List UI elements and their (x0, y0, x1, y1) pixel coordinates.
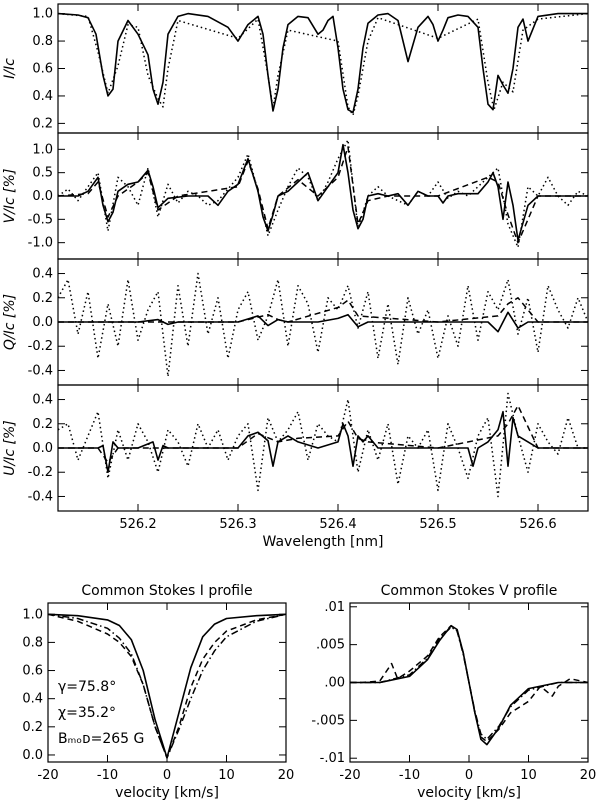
x-tick-label: -20 (339, 768, 360, 783)
y-tick-label: -0.4 (28, 489, 53, 504)
y-tick-label: .01 (324, 600, 345, 615)
x-tick-label: 526.4 (319, 517, 356, 532)
y-tick-label: 0.6 (22, 664, 43, 679)
y-tick-label: -1.0 (28, 236, 53, 251)
y-tick-label: 0.0 (22, 748, 43, 763)
annotation-text: γ=75.8° (58, 679, 116, 695)
series-line-dashed (58, 404, 588, 464)
y-tick-label: 0.4 (32, 267, 53, 282)
series-line-solid (350, 624, 588, 746)
x-tick-label: 526.5 (419, 517, 456, 532)
y-tick-label: -.01 (320, 751, 345, 766)
x-tick-label: 0 (465, 768, 473, 783)
plot-frame (57, 132, 589, 260)
series-line-dashed (57, 146, 588, 244)
panel-3: 0.4 0.2 0.0 -0.2 -0.4 526.2 526.3 526.4 526.5 526… (2, 384, 589, 550)
y-tick-label: 0.2 (22, 720, 43, 735)
x-axis-label: velocity [km/s] (417, 785, 521, 801)
y-tick-label: -0.2 (28, 465, 53, 480)
y-tick-label: 0.0 (32, 189, 53, 204)
annotation-text: Bₘₒᴅ=265 G (58, 731, 144, 747)
y-axis-label: V/Iᴄ [%] (2, 169, 18, 224)
x-tick-label: -20 (37, 768, 58, 783)
y-axis-label: U/Iᴄ [%] (2, 420, 18, 475)
y-tick-label: 0.2 (32, 116, 53, 131)
series-line-solid (58, 143, 588, 242)
x-tick-label: 526.2 (119, 517, 156, 532)
panel-2: 0.4 0.2 0.0 -0.2 -0.4 Q/Iᴄ [%] (2, 258, 589, 386)
y-tick-label: 0.8 (32, 34, 53, 49)
panel-5: .01 .005 .00 -.005 -.01 -20 -10 0 10 20 velocity [… (311, 583, 596, 801)
x-tick-label: 20 (580, 768, 597, 783)
y-tick-label: 0.6 (32, 62, 53, 77)
y-tick-label: 0.4 (22, 692, 43, 707)
y-tick-label: 0.2 (32, 291, 53, 306)
plot-frame (57, 3, 589, 134)
x-tick-label: -10 (97, 768, 118, 783)
series-line-dashdot (350, 626, 588, 741)
panel-4: 1.0 0.8 0.6 0.4 0.2 0.0 -20 -10 0 10 20 velocity [k… (22, 583, 294, 801)
x-tick-label: 20 (278, 768, 295, 783)
series-line-dashed (58, 297, 588, 323)
y-tick-label: -.005 (311, 713, 345, 728)
series-line-dotted (57, 392, 588, 498)
chart-title: Common Stokes V profile (381, 583, 558, 599)
y-tick-label: -0.5 (28, 212, 53, 227)
y-tick-label: -0.4 (28, 363, 53, 378)
y-tick-label: 0.5 (32, 166, 53, 181)
annotation-text: χ=35.2° (58, 705, 116, 721)
series-line-dashdot (47, 613, 287, 759)
x-tick-label: 526.3 (219, 517, 256, 532)
series-line-solid (58, 410, 588, 474)
x-tick-label: 10 (520, 768, 537, 783)
series-line-solid (57, 12, 588, 114)
y-tick-label: 0.4 (32, 89, 53, 104)
y-tick-label: 1.0 (32, 7, 53, 22)
y-tick-label: 0.8 (22, 635, 43, 650)
series-line-dotted (57, 12, 589, 116)
y-tick-label: 0.4 (32, 393, 53, 408)
y-axis-label: I/Iᴄ (2, 58, 18, 79)
series-line-solid (58, 311, 588, 333)
x-axis-label: Wavelength [nm] (263, 534, 384, 550)
y-tick-label: 0.2 (32, 417, 53, 432)
panel-0: 1.0 0.8 0.6 0.4 0.2 I/Iᴄ (2, 3, 589, 134)
x-tick-label: 526.6 (519, 517, 556, 532)
panel-1: 1.0 0.5 0.0 -0.5 -1.0 V/Iᴄ [%] (2, 132, 589, 260)
x-tick-label: 10 (218, 768, 235, 783)
chart-title: Common Stokes I profile (81, 583, 252, 599)
series-line-dotted (57, 272, 589, 378)
y-tick-label: -0.2 (28, 339, 53, 354)
x-axis-label: velocity [km/s] (115, 785, 219, 801)
y-axis-label: Q/Iᴄ [%] (2, 294, 18, 350)
x-tick-label: 0 (163, 768, 171, 783)
x-tick-label: -10 (399, 768, 420, 783)
y-tick-label: 1.0 (22, 607, 43, 622)
y-tick-label: 0.0 (32, 441, 53, 456)
y-tick-label: .00 (324, 676, 345, 691)
y-tick-label: 1.0 (32, 142, 53, 157)
y-tick-label: .005 (316, 638, 345, 653)
y-tick-label: 0.0 (32, 315, 53, 330)
